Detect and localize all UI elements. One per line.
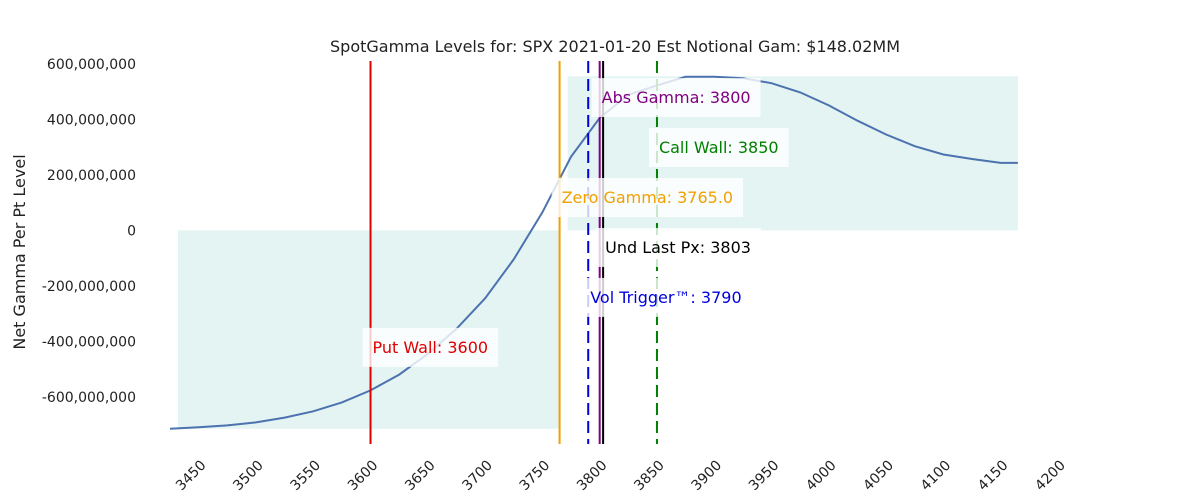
- level-label-3: Abs Gamma: 3800: [591, 78, 761, 118]
- x-tick-label: 4000: [803, 458, 840, 495]
- x-tick-label: 4150: [975, 458, 1012, 495]
- y-tick-label: 200,000,000: [47, 168, 136, 184]
- level-label-1: Zero Gamma: 3765.0: [551, 177, 744, 217]
- level-label-5: Call Wall: 3850: [648, 128, 789, 168]
- x-tick-label: 3850: [631, 458, 668, 495]
- y-tick-label: 0: [127, 223, 136, 239]
- y-tick-label: 400,000,000: [47, 112, 136, 128]
- level-label-text: Call Wall: 3850: [659, 138, 779, 157]
- x-tick-label: 3550: [288, 458, 325, 495]
- level-label-text: Put Wall: 3600: [373, 338, 489, 357]
- y-tick-label: -600,000,000: [42, 390, 136, 406]
- x-tick-label: 3700: [459, 458, 496, 495]
- chart-title: SpotGamma Levels for: SPX 2021-01-20 Est…: [330, 37, 900, 56]
- level-label-bg: [362, 327, 499, 367]
- x-tick-label: 4100: [918, 458, 955, 495]
- x-tick-label: 3800: [574, 458, 611, 495]
- x-tick-label: 3900: [689, 458, 726, 495]
- x-tick-label: 3950: [746, 458, 783, 495]
- x-tick-label: 4050: [860, 458, 897, 495]
- level-label-bg: [595, 227, 761, 267]
- x-tick-label: 4200: [1032, 458, 1069, 495]
- x-tick-label: 3600: [345, 458, 382, 495]
- level-label-text: Abs Gamma: 3800: [602, 88, 751, 107]
- x-tick-label: 3750: [517, 458, 554, 495]
- y-tick-label: -200,000,000: [42, 279, 136, 295]
- y-tick-label: 600,000,000: [47, 57, 136, 73]
- x-tick-labels: 3450 3500 3550 3600 3650 3700 3750 3800 3850 3900…: [173, 458, 1069, 495]
- level-label-2: Vol Trigger™: 3790: [580, 277, 752, 317]
- level-label-text: Zero Gamma: 3765.0: [562, 188, 734, 207]
- x-tick-label: 3450: [173, 458, 210, 495]
- level-layer: Put Wall: 3600 Zero Gamma: 3765.0 Vol Trig…: [362, 61, 789, 444]
- y-tick-label: -400,000,000: [42, 334, 136, 350]
- level-label-bg: [551, 177, 744, 217]
- level-label-text: Vol Trigger™: 3790: [590, 288, 741, 307]
- x-tick-label: 3650: [402, 458, 439, 495]
- x-tick-label: 3500: [230, 458, 267, 495]
- level-label-bg: [591, 78, 761, 118]
- level-label-text: Und Last Px: 3803: [605, 238, 751, 257]
- y-tick-labels: 600,000,000 400,000,000 200,000,000 0 -200,0…: [42, 57, 136, 406]
- level-label-bg: [648, 128, 789, 168]
- level-label-4: Und Last Px: 3803: [595, 227, 761, 267]
- y-axis-label: Net Gamma Per Pt Level: [10, 154, 29, 349]
- level-label-0: Put Wall: 3600: [362, 327, 499, 367]
- level-label-bg: [580, 277, 752, 317]
